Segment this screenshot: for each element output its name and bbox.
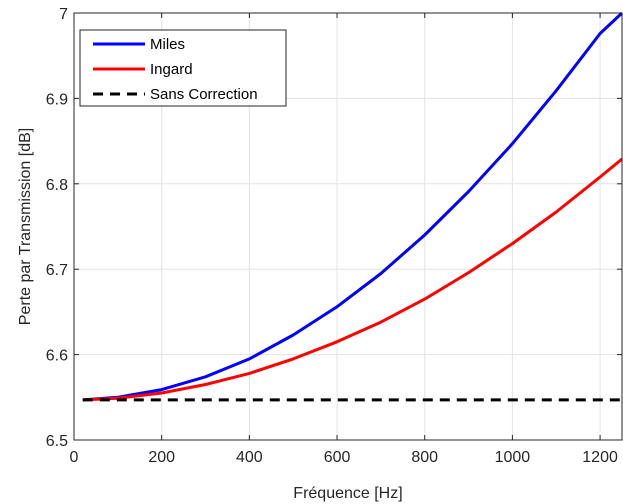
y-tick-label: 6.9 <box>46 91 68 108</box>
legend-label: Ingard <box>150 61 193 78</box>
y-tick-label: 6.5 <box>46 433 68 450</box>
x-axis-title: Fréquence [Hz] <box>293 485 402 502</box>
y-tick-label: 6.7 <box>46 262 68 279</box>
legend: Miles Ingard Sans Correction <box>79 29 287 107</box>
x-tick-label: 0 <box>70 449 79 466</box>
plot-frame <box>73 12 623 441</box>
y-tick-label: 6.6 <box>46 348 68 365</box>
grid <box>74 13 622 440</box>
x-tick-label: 400 <box>236 449 263 466</box>
series-lines <box>82 11 623 402</box>
legend-label: Sans Correction <box>150 86 258 103</box>
y-tick-label: 6.8 <box>46 177 68 194</box>
y-tick-label: 7 <box>59 6 68 23</box>
legend-label: Miles <box>150 36 185 53</box>
y-axis-title: Perte par Transmission [dB] <box>17 128 34 325</box>
x-tick-label: 800 <box>411 449 438 466</box>
series-line-ingard <box>82 157 623 402</box>
x-tick-label: 200 <box>148 449 175 466</box>
axis-ticks: 0 200 400 600 800 1000 1200 6.5 6.6 6.7 6.8 6.9 7 <box>46 6 622 466</box>
x-tick-label: 1000 <box>495 449 531 466</box>
series-line-miles <box>82 11 623 402</box>
x-tick-label: 1200 <box>582 449 618 466</box>
x-tick-label: 600 <box>324 449 351 466</box>
